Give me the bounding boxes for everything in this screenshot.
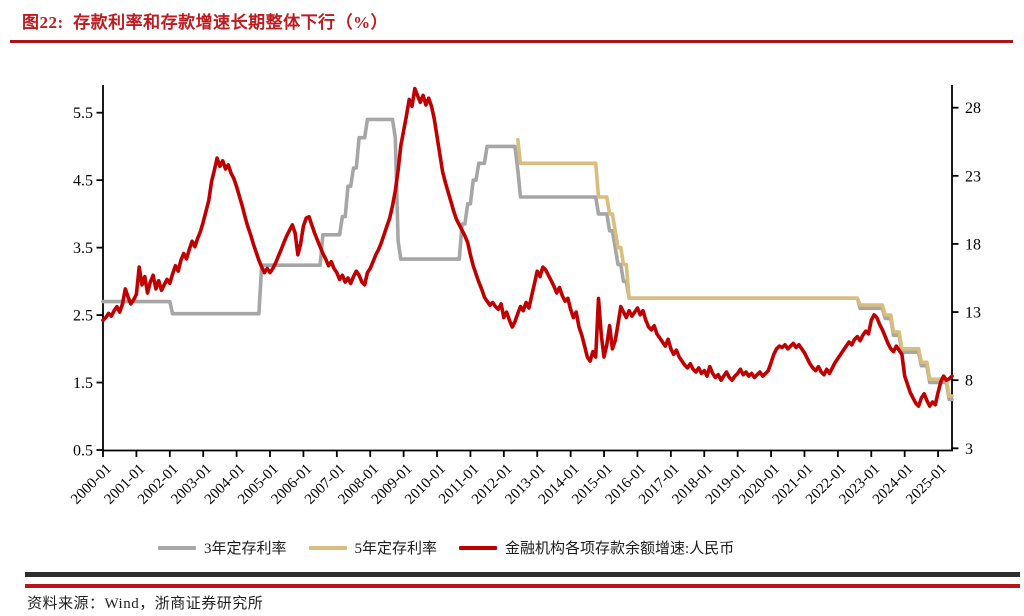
svg-text:18: 18 [965,236,981,253]
legend-label-5y-rate: 5年定存利率 [354,541,438,557]
legend-swatch-3y-rate [158,545,196,550]
legend-item-deposit-growth: 金融机构各项存款余额增速:人民币 [459,537,734,558]
svg-text:0.5: 0.5 [73,443,93,460]
svg-text:8: 8 [965,373,973,390]
title-divider [10,40,1013,43]
svg-text:5.5: 5.5 [73,105,93,122]
source-line: 资料来源：Wind，浙商证券研究所 [27,596,264,612]
footer-red-divider [25,584,1020,588]
svg-text:3: 3 [965,441,973,458]
svg-text:3.5: 3.5 [73,240,93,257]
figure-title: 图22: 存款利率和存款增速长期整体下行（%） [22,13,389,32]
svg-text:1.5: 1.5 [73,375,93,392]
svg-text:28: 28 [965,100,981,117]
legend-item-5y-rate: 5年定存利率 [308,537,438,558]
legend-swatch-5y-rate [308,545,347,550]
line-chart: 0.51.52.53.54.55.538131823282000-012001-… [68,85,981,508]
footer-dark-divider [25,572,1020,577]
chart-legend: 3年定存利率 5年定存利率 金融机构各项存款余额增速:人民币 [158,537,918,558]
legend-label-3y-rate: 3年定存利率 [204,541,287,557]
legend-label-deposit-growth: 金融机构各项存款余额增速:人民币 [505,541,735,557]
legend-swatch-deposit-growth [459,545,498,550]
svg-text:23: 23 [965,168,981,185]
svg-text:13: 13 [965,305,981,322]
legend-item-3y-rate: 3年定存利率 [158,537,287,558]
svg-text:4.5: 4.5 [73,173,93,190]
svg-text:2.5: 2.5 [73,308,93,325]
